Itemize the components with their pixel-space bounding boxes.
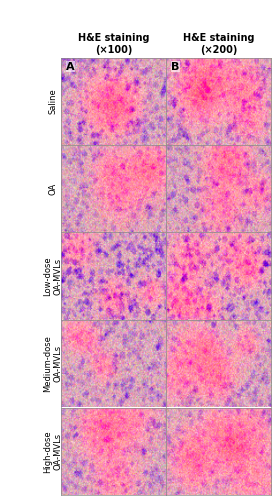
Text: H&E staining
(×100): H&E staining (×100) [78, 34, 149, 55]
Text: B: B [171, 62, 180, 72]
Text: H&E staining
(×200): H&E staining (×200) [183, 34, 255, 55]
Text: Saline: Saline [48, 88, 57, 114]
Text: A: A [66, 62, 75, 72]
Text: High-dose
OA-MVLs: High-dose OA-MVLs [43, 430, 62, 472]
Text: OA: OA [48, 182, 57, 195]
Text: Low-dose
OA-MVLs: Low-dose OA-MVLs [43, 256, 62, 296]
Text: Medium-dose
OA-MVLs: Medium-dose OA-MVLs [43, 336, 62, 392]
